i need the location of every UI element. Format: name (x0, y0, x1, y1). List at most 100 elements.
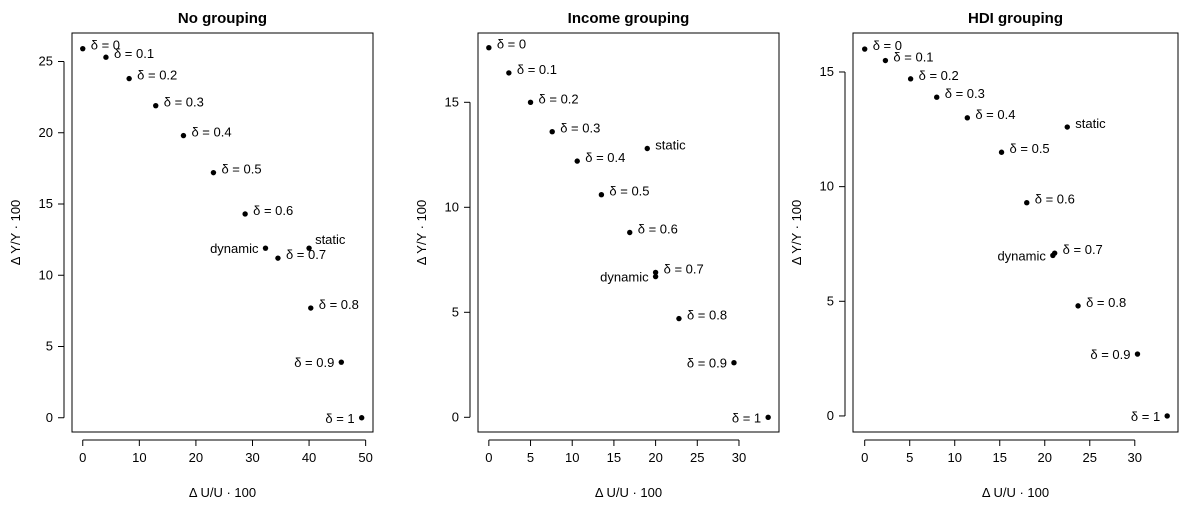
data-point (180, 132, 187, 139)
data-point (676, 315, 682, 322)
data-point (652, 273, 659, 280)
point-label: δ = 0.2 (919, 68, 959, 83)
data-point (1134, 351, 1141, 357)
data-points: δ = 0δ = 0.1δ = 0.2δ = 0.3δ = 0.4staticδ… (862, 38, 1170, 424)
x-tick-label: 0 (485, 450, 492, 465)
scatter-panel-1: Income grouping 0 5 10 15 20 25 30 0 5 10 15 Δ U/U ·… (414, 10, 780, 500)
x-tick-label: 50 (358, 450, 372, 465)
data-point (262, 245, 269, 251)
data-point (574, 158, 580, 164)
y-tick-label: 15 (445, 94, 459, 109)
x-tick-label: 5 (527, 450, 534, 465)
data-point (80, 45, 86, 52)
data-point (275, 255, 281, 261)
point-label: δ = 0.1 (114, 46, 154, 61)
point-label: static (315, 232, 346, 247)
y-tick-label: 15 (39, 196, 53, 211)
data-point (486, 45, 492, 51)
y-tick-label: 15 (820, 64, 834, 79)
data-point (242, 211, 248, 217)
x-tick-label: 25 (690, 450, 704, 465)
scatter-panel-0: No grouping 0 10 20 30 40 50 0 5 10 15 20 25 Δ U/U · … (8, 10, 374, 500)
data-point (1050, 252, 1056, 259)
chart-title: Income grouping (568, 10, 690, 27)
data-point (934, 94, 940, 100)
data-points: δ = 0δ = 0.1δ = 0.2δ = 0.3δ = 0.4staticδ… (486, 37, 771, 425)
y-tick-label: 20 (39, 125, 53, 140)
y-tick-label: 5 (452, 304, 459, 319)
data-point (1024, 199, 1030, 206)
x-tick-label: 0 (79, 450, 86, 465)
y-tick-label: 0 (827, 408, 834, 423)
point-label: δ = 0.3 (164, 95, 204, 110)
data-point (907, 76, 914, 82)
y-tick-label: 5 (46, 339, 53, 354)
data-point (306, 245, 312, 251)
y-tick-label: 10 (820, 179, 834, 194)
point-label: static (1075, 116, 1106, 131)
point-label: δ = 0 (497, 37, 526, 52)
point-label: δ = 0.5 (1010, 141, 1050, 156)
data-point (103, 54, 109, 60)
point-label: δ = 0.5 (221, 162, 261, 177)
x-tick-label: 30 (1128, 450, 1142, 465)
point-label: δ = 0.8 (687, 308, 727, 323)
data-point (1075, 303, 1081, 309)
data-point (652, 269, 659, 276)
point-label: dynamic (997, 248, 1046, 263)
point-label: δ = 0.7 (286, 247, 326, 262)
point-label: δ = 0.4 (585, 150, 625, 165)
x-axis-title: Δ U/U · 100 (595, 485, 662, 500)
point-label: δ = 0.7 (1063, 242, 1103, 257)
x-tick-label: 10 (947, 450, 961, 465)
chart-title: HDI grouping (968, 10, 1063, 27)
point-label: δ = 0.2 (137, 68, 177, 83)
point-label: static (655, 138, 686, 153)
x-tick-label: 25 (1083, 450, 1097, 465)
point-label: δ = 0.8 (1086, 295, 1126, 310)
x-axis-title: Δ U/U · 100 (982, 485, 1049, 500)
data-point (998, 149, 1005, 155)
scatter-panel-2: HDI grouping 0 5 10 15 20 25 30 0 5 10 15 Δ U/U · 10… (789, 10, 1179, 500)
data-point (527, 99, 534, 106)
data-point (627, 229, 633, 236)
data-point (1164, 413, 1170, 419)
data-point (210, 169, 217, 176)
point-label: δ = 0.1 (517, 62, 557, 77)
point-label: δ = 0.9 (687, 356, 727, 371)
point-label: δ = 0.5 (609, 184, 649, 199)
x-tick-label: 15 (993, 450, 1007, 465)
point-label: δ = 0.3 (560, 121, 600, 136)
y-axis: 0 5 10 15 20 25 (39, 54, 65, 425)
point-label: δ = 0.1 (893, 50, 933, 65)
data-point (338, 359, 345, 365)
point-label: δ = 1 (325, 411, 354, 426)
data-points: δ = 0δ = 0.1 δ = 0.2 δ = 0.3 δ = 0.4 δ = 0.5… (80, 38, 365, 426)
point-label: dynamic (210, 241, 259, 256)
chart-title: No grouping (178, 10, 267, 27)
x-tick-label: 20 (1038, 450, 1052, 465)
x-axis-title: Δ U/U · 100 (189, 485, 256, 500)
x-tick-label: 20 (648, 450, 662, 465)
y-tick-label: 5 (827, 293, 834, 308)
x-tick-label: 10 (132, 450, 146, 465)
data-point (506, 70, 512, 76)
point-label: δ = 0.7 (664, 261, 704, 276)
point-label: δ = 0 (873, 38, 902, 53)
point-label: δ = 0.4 (191, 125, 231, 140)
y-axis-title: Δ Y/Y · 100 (414, 200, 429, 266)
point-label: δ = 0 (91, 38, 120, 53)
point-label: δ = 0.9 (294, 355, 334, 370)
x-axis: 0 10 20 30 40 50 (79, 439, 373, 465)
x-tick-label: 0 (861, 450, 868, 465)
data-point (549, 129, 555, 135)
x-tick-label: 5 (906, 450, 913, 465)
data-point (964, 115, 971, 121)
x-tick-label: 15 (607, 450, 621, 465)
x-tick-label: 20 (189, 450, 203, 465)
x-axis: 0 5 10 15 20 25 30 (861, 439, 1142, 465)
plot-frame (852, 32, 1179, 433)
data-point (1064, 124, 1070, 130)
